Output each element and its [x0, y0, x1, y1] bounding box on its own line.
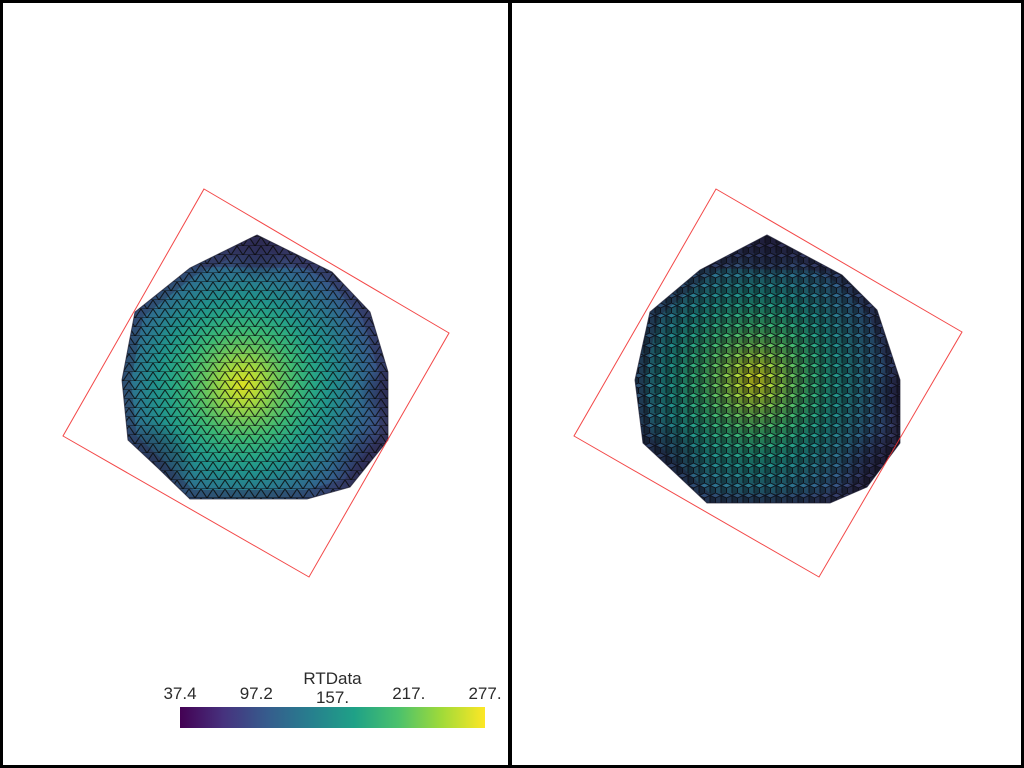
tessellated-mesh-scene[interactable] — [3, 3, 508, 765]
scalar-bar-tick-label: 37.4 — [163, 684, 197, 703]
scalar-bar-tick-label: 217. — [392, 684, 426, 703]
voxelized-mesh-scene[interactable] — [512, 3, 1021, 765]
scalar-bar-tick-label: 157. — [315, 688, 350, 707]
render-view-tessellated[interactable]: RTData 37.4 97.2 157. 217. 277. — [3, 3, 508, 765]
scalar-bar-tick-label: 97.2 — [239, 684, 273, 703]
render-view-voxelized[interactable] — [512, 3, 1021, 765]
scalar-bar-gradient — [180, 707, 485, 728]
scalar-bar-title: RTData — [303, 669, 362, 688]
view-divider — [508, 0, 512, 768]
scalar-bar-tick-label: 277. — [468, 684, 502, 703]
